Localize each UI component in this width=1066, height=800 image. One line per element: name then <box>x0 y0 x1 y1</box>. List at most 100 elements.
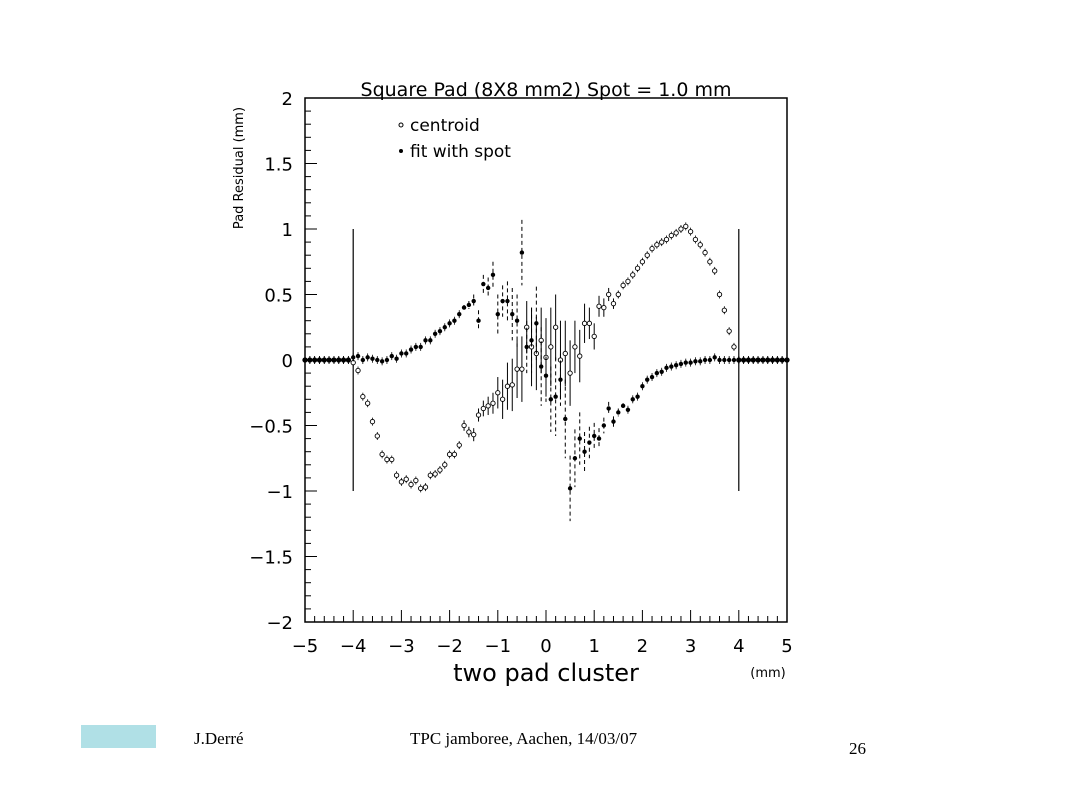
x-tick-label: 5 <box>781 636 792 657</box>
fit-point <box>587 440 592 445</box>
fit-point <box>702 357 708 363</box>
fit-point <box>770 357 775 363</box>
fit-point <box>784 357 790 363</box>
fit-point <box>394 356 399 361</box>
fit-point <box>572 456 578 461</box>
fit-point <box>307 357 313 363</box>
centroid-point <box>432 471 438 477</box>
fit-point <box>399 351 404 356</box>
centroid-point <box>659 239 665 245</box>
centroid-point <box>639 259 646 265</box>
centroid-point <box>480 405 486 412</box>
centroid-point <box>567 370 573 376</box>
fit-point <box>563 416 568 422</box>
fit-point <box>673 363 679 368</box>
x-axis-unit: (mm) <box>750 666 785 681</box>
legend-marker-fit <box>399 149 403 153</box>
fit-point <box>751 357 756 363</box>
centroid-point <box>731 344 737 350</box>
y-tick-label: 1 <box>282 220 293 241</box>
fit-point <box>664 365 669 371</box>
centroid-point <box>437 467 443 473</box>
fit-point <box>432 331 438 336</box>
fit-point <box>592 433 597 439</box>
fit-point <box>567 486 573 491</box>
fit-point <box>688 360 693 365</box>
centroid-point <box>649 245 655 252</box>
footer-author: J.Derré <box>194 729 244 748</box>
fit-point <box>365 355 370 360</box>
fit-point <box>620 403 626 409</box>
centroid-point <box>707 259 713 265</box>
fit-point <box>500 298 505 304</box>
fit-point <box>312 357 317 363</box>
centroid-point <box>591 333 597 340</box>
fit-point <box>384 357 390 363</box>
centroid-point <box>374 433 380 439</box>
centroid-point <box>499 396 506 402</box>
x-tick-label: 1 <box>588 636 599 657</box>
fit-point <box>346 357 351 363</box>
centroid-point <box>519 366 525 372</box>
x-tick-label: 2 <box>637 636 648 657</box>
centroid-point <box>504 383 511 389</box>
centroid-point <box>451 451 458 457</box>
fit-point <box>471 298 476 304</box>
fit-point <box>659 369 664 374</box>
fit-point <box>447 321 452 326</box>
x-tick-label: 4 <box>733 636 744 657</box>
centroid-point <box>509 382 515 388</box>
fit-point <box>351 355 356 360</box>
centroid-point <box>663 236 670 243</box>
centroid-point <box>586 320 593 326</box>
y-tick-label: −2 <box>266 613 293 634</box>
x-tick-label: −1 <box>485 636 512 657</box>
fit-point <box>582 449 587 454</box>
centroid-point <box>606 291 612 298</box>
fit-point <box>640 384 645 389</box>
centroid-point <box>355 367 361 374</box>
centroid-point <box>572 344 578 350</box>
centroid-point <box>615 291 621 298</box>
x-tick-label: 0 <box>540 636 551 657</box>
y-axis-label: Pad Residual (mm) <box>232 107 247 229</box>
centroid-point <box>393 472 400 478</box>
fit-point <box>760 357 766 363</box>
centroid-point <box>687 228 694 235</box>
fit-point <box>741 357 746 363</box>
fit-point <box>466 302 472 308</box>
centroid-point <box>365 400 371 406</box>
fit-point <box>722 357 727 363</box>
centroid-point <box>384 456 390 463</box>
centroid-point <box>471 432 477 438</box>
legend-marker-centroid <box>398 122 404 128</box>
fit-point <box>326 357 332 363</box>
centroid-point <box>514 366 520 372</box>
fit-point <box>379 359 385 364</box>
fit-point <box>577 436 582 441</box>
fit-point <box>635 394 640 399</box>
centroid-point <box>620 282 626 288</box>
fit-point <box>746 357 751 363</box>
centroid-point <box>379 451 385 457</box>
centroid-point <box>712 268 718 274</box>
fit-point <box>370 356 375 361</box>
centroid-point <box>702 249 708 256</box>
centroid-point <box>644 252 650 258</box>
centroid-point <box>461 422 467 429</box>
fit-point <box>341 357 346 363</box>
centroid-point <box>630 272 636 278</box>
centroid-point <box>697 242 703 248</box>
fit-point <box>649 374 655 380</box>
residual-chart: Square Pad (8X8 mm2) Spot = 1.0 mm Pad R… <box>232 79 793 687</box>
fit-point <box>490 272 496 278</box>
x-tick-label: −4 <box>340 636 367 657</box>
centroid-point <box>678 226 684 232</box>
fit-point <box>389 353 394 359</box>
fit-point <box>616 410 621 415</box>
centroid-point <box>456 442 462 448</box>
fit-point <box>707 357 713 363</box>
fit-point <box>538 364 544 369</box>
centroid-point <box>673 230 679 236</box>
centroid-point <box>369 418 376 425</box>
